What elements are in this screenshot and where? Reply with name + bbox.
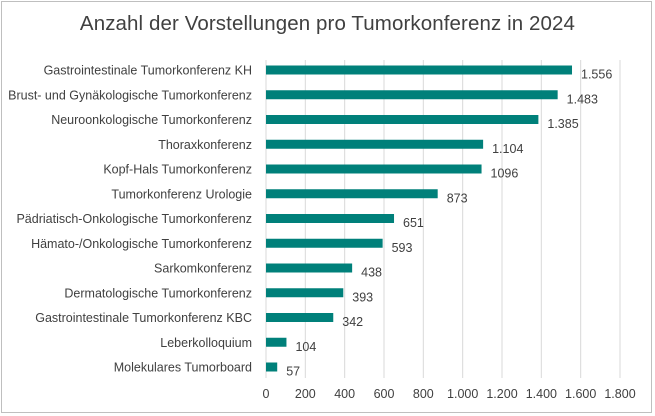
bar — [266, 337, 287, 347]
bar — [266, 362, 278, 372]
x-tick-label: 600 — [374, 387, 395, 401]
x-tick-label: 800 — [413, 387, 434, 401]
category-label: Hämato-/Onkologische Tumorkonferenz — [31, 237, 252, 251]
value-label: 393 — [352, 290, 373, 304]
chart-title: Anzahl der Vorstellungen pro Tumorkonfer… — [79, 12, 576, 35]
value-label: 1.556 — [581, 68, 612, 82]
bar — [266, 238, 383, 248]
bar — [266, 115, 539, 124]
value-label: 438 — [361, 266, 382, 280]
category-label: Kopf-Hals Tumorkonferenz — [103, 163, 252, 177]
value-label: 1096 — [491, 167, 519, 181]
x-tick-label: 1.600 — [565, 387, 596, 401]
bar — [266, 139, 484, 149]
value-label: 342 — [342, 315, 363, 329]
category-label: Gastrointestinale Tumorkonferenz KH — [44, 64, 252, 78]
category-label: Gastrointestinale Tumorkonferenz KBC — [35, 311, 252, 325]
bar — [266, 263, 353, 273]
x-tick-label: 1.400 — [526, 387, 557, 401]
category-label: Neuroonkologische Tumorkonferenz — [51, 113, 252, 127]
bar — [266, 164, 482, 174]
bar — [266, 189, 438, 199]
category-label: Thoraxkonferenz — [158, 138, 252, 152]
category-label: Molekulares Tumorboard — [114, 361, 252, 375]
value-label: 1.483 — [567, 92, 598, 106]
value-label: 593 — [392, 241, 413, 255]
label-layer: 0 200 400 600 800 1.000 1.200 1.400 1.600 1.800 Ga… — [8, 64, 636, 402]
bar — [266, 313, 334, 322]
value-label: 1.104 — [492, 142, 523, 156]
x-tick-label: 200 — [295, 387, 316, 401]
x-tick-label: 1.200 — [486, 387, 517, 401]
category-label: Sarkomkonferenz — [154, 262, 252, 276]
bar — [266, 90, 558, 100]
category-label: Leberkolloquium — [160, 336, 252, 350]
value-label: 873 — [447, 191, 468, 205]
value-label: 57 — [286, 365, 300, 379]
x-tick-label: 0 — [263, 387, 270, 401]
category-label: Dermatologische Tumorkonferenz — [64, 286, 252, 300]
bar-layer — [266, 65, 573, 372]
category-label: Tumorkonferenz Urologie — [111, 187, 252, 201]
value-label: 104 — [295, 340, 316, 354]
category-label: Brust- und Gynäkologische Tumorkonferenz — [8, 88, 252, 102]
bar — [266, 214, 395, 223]
x-tick-label: 1.000 — [447, 387, 478, 401]
value-label: 1.385 — [547, 117, 578, 131]
x-tick-label: 400 — [334, 387, 355, 401]
bar — [266, 288, 344, 298]
bar — [266, 65, 573, 75]
value-label: 651 — [403, 216, 424, 230]
x-tick-label: 1.800 — [604, 387, 635, 401]
category-label: Pädriatisch-Onkologische Tumorkonferenz — [16, 212, 252, 226]
